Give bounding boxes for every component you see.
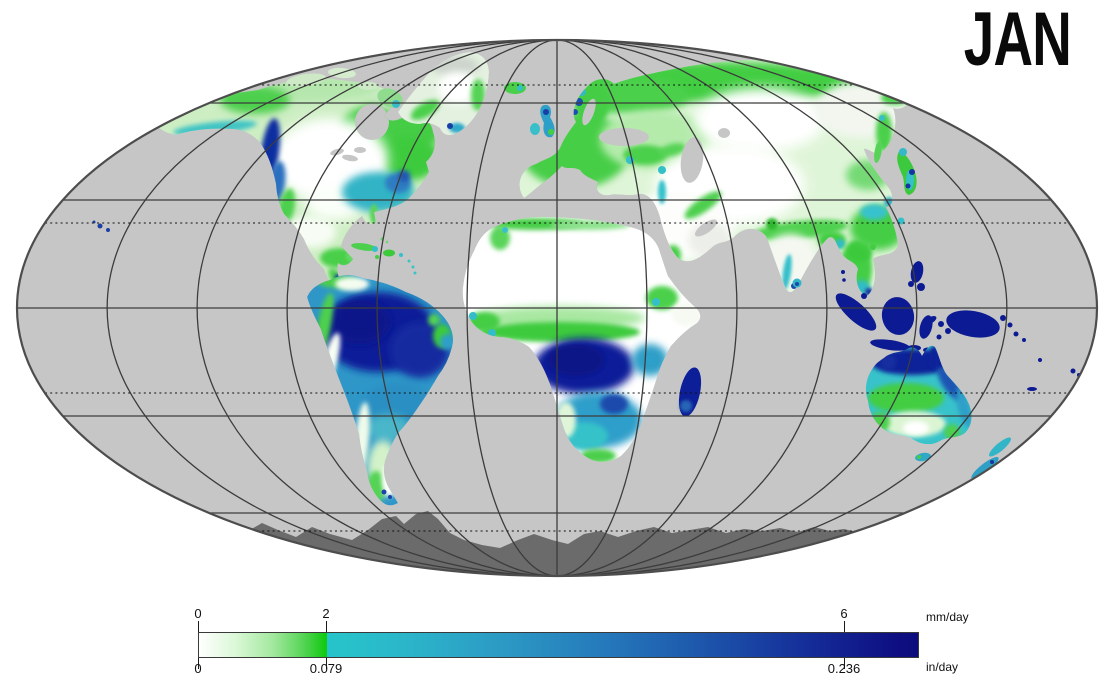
colorbar-tick [198, 621, 199, 632]
colorbar-tick-label-mm-0: 0 [194, 606, 202, 621]
iceland [504, 82, 526, 94]
colorbar-gradient-low [199, 633, 327, 657]
colorbar-tick-label-mm-6: 6 [840, 606, 848, 621]
baltic-sea [582, 98, 596, 126]
colorbar-tick [326, 658, 327, 669]
caspian-sea [680, 137, 704, 183]
colorbar-gradient-high [327, 633, 918, 657]
colorbar-tick [844, 658, 845, 669]
colorbar-tick [198, 658, 199, 669]
colorbar-tick-label-in-0236: 0.236 [827, 661, 861, 676]
colorbar-tick [326, 621, 327, 632]
madagascar [678, 367, 702, 417]
aral-sea [718, 128, 730, 138]
sakhalin [874, 141, 882, 163]
world-precipitation-map [15, 38, 1099, 578]
tasmania-new-zealand [915, 437, 1012, 480]
colorbar-unit-bottom: in/day [926, 660, 959, 674]
hainan [870, 244, 876, 250]
globe-outline [15, 38, 1099, 578]
persian-gulf [694, 219, 718, 237]
world-map-wrap [15, 38, 1099, 578]
indonesia-new-guinea [835, 261, 1081, 391]
colorbar-unit-top: mm/day [926, 610, 969, 624]
hudson-bay [355, 104, 389, 140]
graticule-dotted [45, 84, 1069, 532]
graticule [17, 40, 1097, 576]
colorbar-tick [844, 621, 845, 632]
colorbar-tick-label-in-0: 0 [194, 661, 202, 676]
british-isles [530, 104, 555, 138]
colorbar-tick-label-mm-2: 2 [322, 606, 330, 621]
month-title: JAN [963, 0, 1072, 82]
colorbar [198, 632, 919, 658]
australia [865, 345, 972, 445]
caribbean-islands [351, 237, 417, 275]
colorbar-tick-label-in-0079: 0.079 [309, 661, 343, 676]
japan [792, 141, 917, 288]
black-sea [599, 128, 649, 146]
